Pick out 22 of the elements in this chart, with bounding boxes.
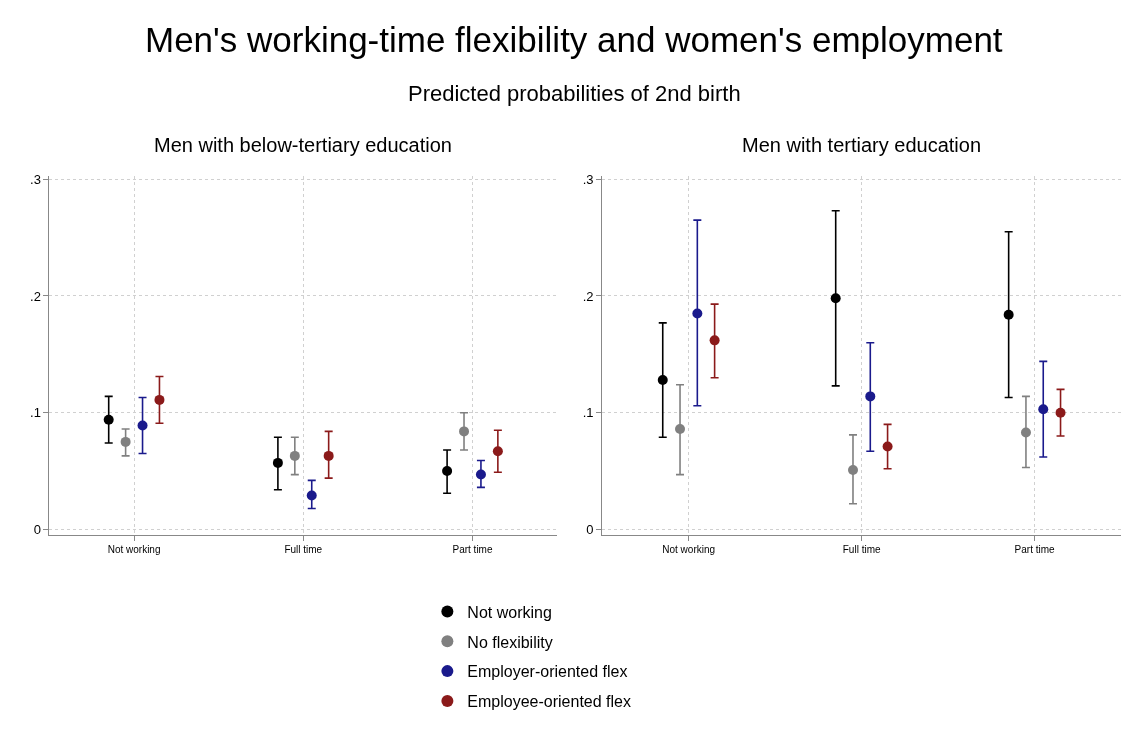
text: Men's working-time flexibility and women's employment [145, 20, 1003, 59]
y-tick-label: .2 [582, 288, 594, 304]
chart-title: Men with tertiary education [742, 134, 982, 156]
y-tick-label: .3 [30, 171, 41, 187]
x-tick-label: Not working [107, 544, 161, 556]
chart-title: Men with below-tertiary education [154, 134, 452, 156]
y-tick-label: 0 [586, 521, 594, 537]
y-tick-label: 0 [33, 521, 41, 537]
text: Predicted probabilities of 2nd birth [408, 81, 741, 106]
x-tick-label: Full time [284, 544, 323, 556]
x-tick-label: Part time [1014, 544, 1056, 556]
y-tick-label: .1 [30, 405, 41, 421]
legend-label: Employer-oriented flex [467, 663, 628, 681]
legend-label: No flexibility [467, 633, 553, 651]
y-tick-label: .3 [582, 171, 594, 187]
x-tick-label: Part time [452, 544, 493, 556]
x-tick-label: Not working [662, 544, 716, 556]
legend-label: Employee-oriented flex [467, 693, 631, 711]
legend-label: Not working [467, 603, 552, 621]
x-tick-label: Full time [842, 544, 881, 556]
y-tick-label: .2 [30, 288, 41, 304]
y-tick-label: .1 [582, 405, 594, 421]
